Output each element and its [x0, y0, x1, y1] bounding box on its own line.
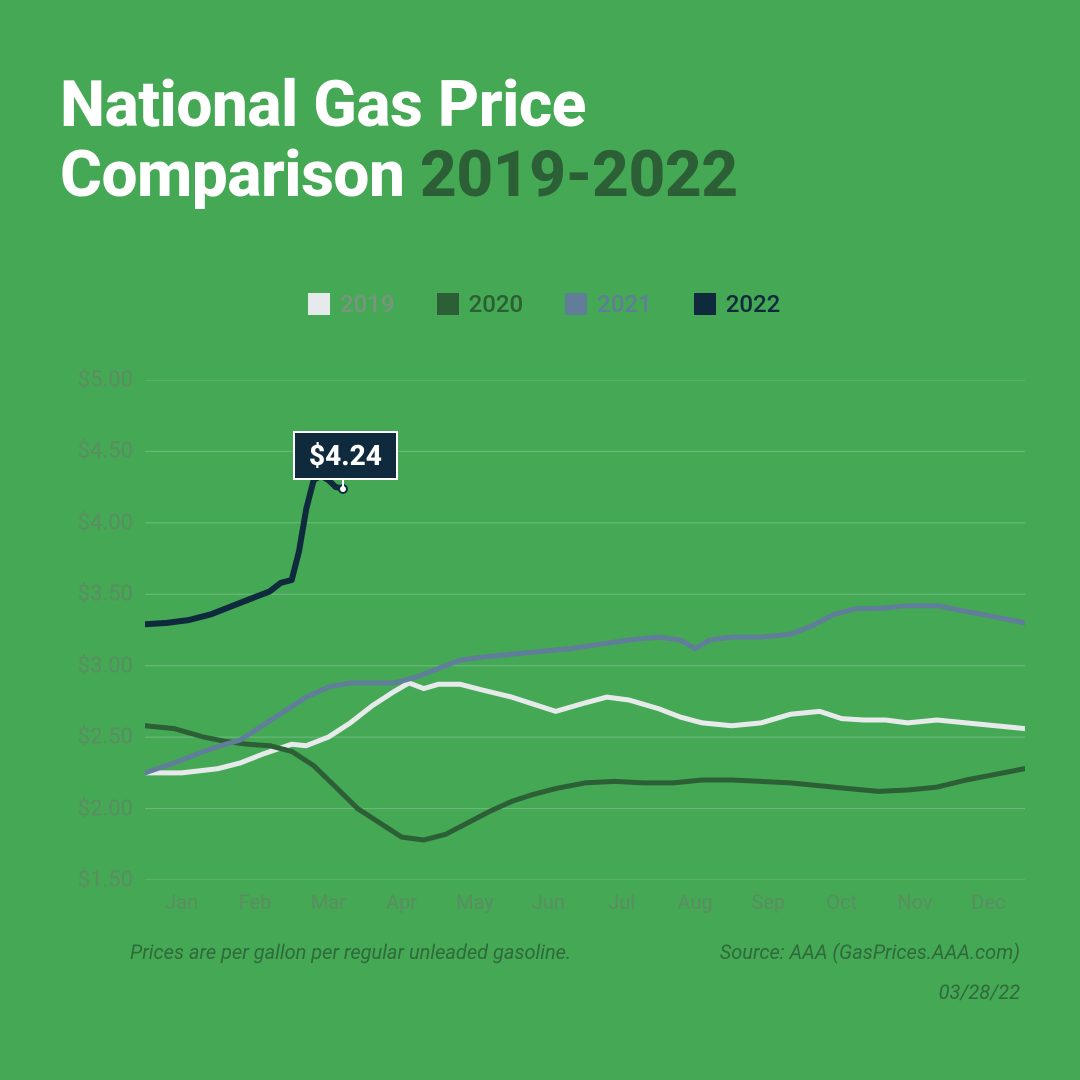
source-text: Source: AAA (GasPrices.AAA.com) — [720, 940, 1020, 964]
footnote: Prices are per gallon per regular unlead… — [130, 940, 571, 964]
x-axis-tick-label: Dec — [971, 890, 1005, 914]
y-axis-tick-label: $3.00 — [78, 653, 133, 678]
y-axis-tick-label: $4.00 — [78, 510, 133, 535]
legend-item-2019: 2019 — [308, 290, 395, 318]
x-axis-tick-label: Jun — [532, 890, 565, 914]
legend-swatch-icon — [565, 293, 587, 315]
legend-label: 2021 — [597, 290, 652, 318]
legend-label: 2020 — [469, 290, 524, 318]
series-line-2022 — [145, 476, 343, 625]
line-chart-svg — [145, 380, 1025, 880]
x-axis-tick-label: Aug — [677, 890, 712, 914]
title-text-2b: 2019-2022 — [420, 137, 738, 212]
y-axis-tick-label: $1.50 — [78, 868, 133, 893]
x-axis-labels: Jan Feb Mar Apr May Jun Jul Aug Sep Oct Nov Dec — [145, 880, 1025, 920]
legend-swatch-icon — [694, 293, 716, 315]
x-axis-tick-label: Jul — [608, 890, 635, 914]
x-axis-tick-label: Sep — [751, 890, 785, 914]
legend-swatch-icon — [437, 293, 459, 315]
title-text-1: National Gas Price — [60, 67, 586, 142]
series-line-2019 — [145, 683, 1025, 773]
legend-item-2021: 2021 — [565, 290, 652, 318]
title-line-2: Comparison 2019-2022 — [60, 140, 738, 210]
x-axis-tick-label: Apr — [386, 890, 417, 914]
y-axis-tick-label: $2.50 — [78, 725, 133, 750]
x-axis-tick-label: Nov — [897, 890, 932, 914]
title-text-2a: Comparison — [60, 137, 420, 212]
y-axis-tick-label: $3.50 — [78, 582, 133, 607]
legend-label: 2022 — [726, 290, 781, 318]
y-axis-tick-label: $4.50 — [78, 439, 133, 464]
legend-swatch-icon — [308, 293, 330, 315]
legend-item-2020: 2020 — [437, 290, 524, 318]
chart-area: $1.50$2.00$2.50$3.00$3.50$4.00$4.50$5.00… — [145, 380, 1025, 880]
legend-label: 2019 — [340, 290, 395, 318]
x-axis-tick-label: Feb — [239, 890, 272, 914]
x-axis-tick-label: Jan — [165, 890, 198, 914]
x-axis-tick-label: Oct — [826, 890, 857, 914]
title-line-1: National Gas Price — [60, 70, 738, 140]
callout-label: $4.24 — [293, 431, 398, 480]
legend-item-2022: 2022 — [694, 290, 781, 318]
x-axis-tick-label: Mar — [311, 890, 346, 914]
x-axis-tick-label: May — [456, 890, 494, 914]
legend: 2019 2020 2021 2022 — [308, 290, 780, 318]
y-axis-tick-label: $2.00 — [78, 796, 133, 821]
series-line-2020 — [145, 726, 1025, 840]
title-block: National Gas Price Comparison 2019-2022 — [60, 70, 738, 211]
date-text: 03/28/22 — [939, 980, 1020, 1004]
y-axis-labels: $1.50$2.00$2.50$3.00$3.50$4.00$4.50$5.00 — [55, 380, 145, 880]
y-axis-tick-label: $5.00 — [78, 368, 133, 393]
